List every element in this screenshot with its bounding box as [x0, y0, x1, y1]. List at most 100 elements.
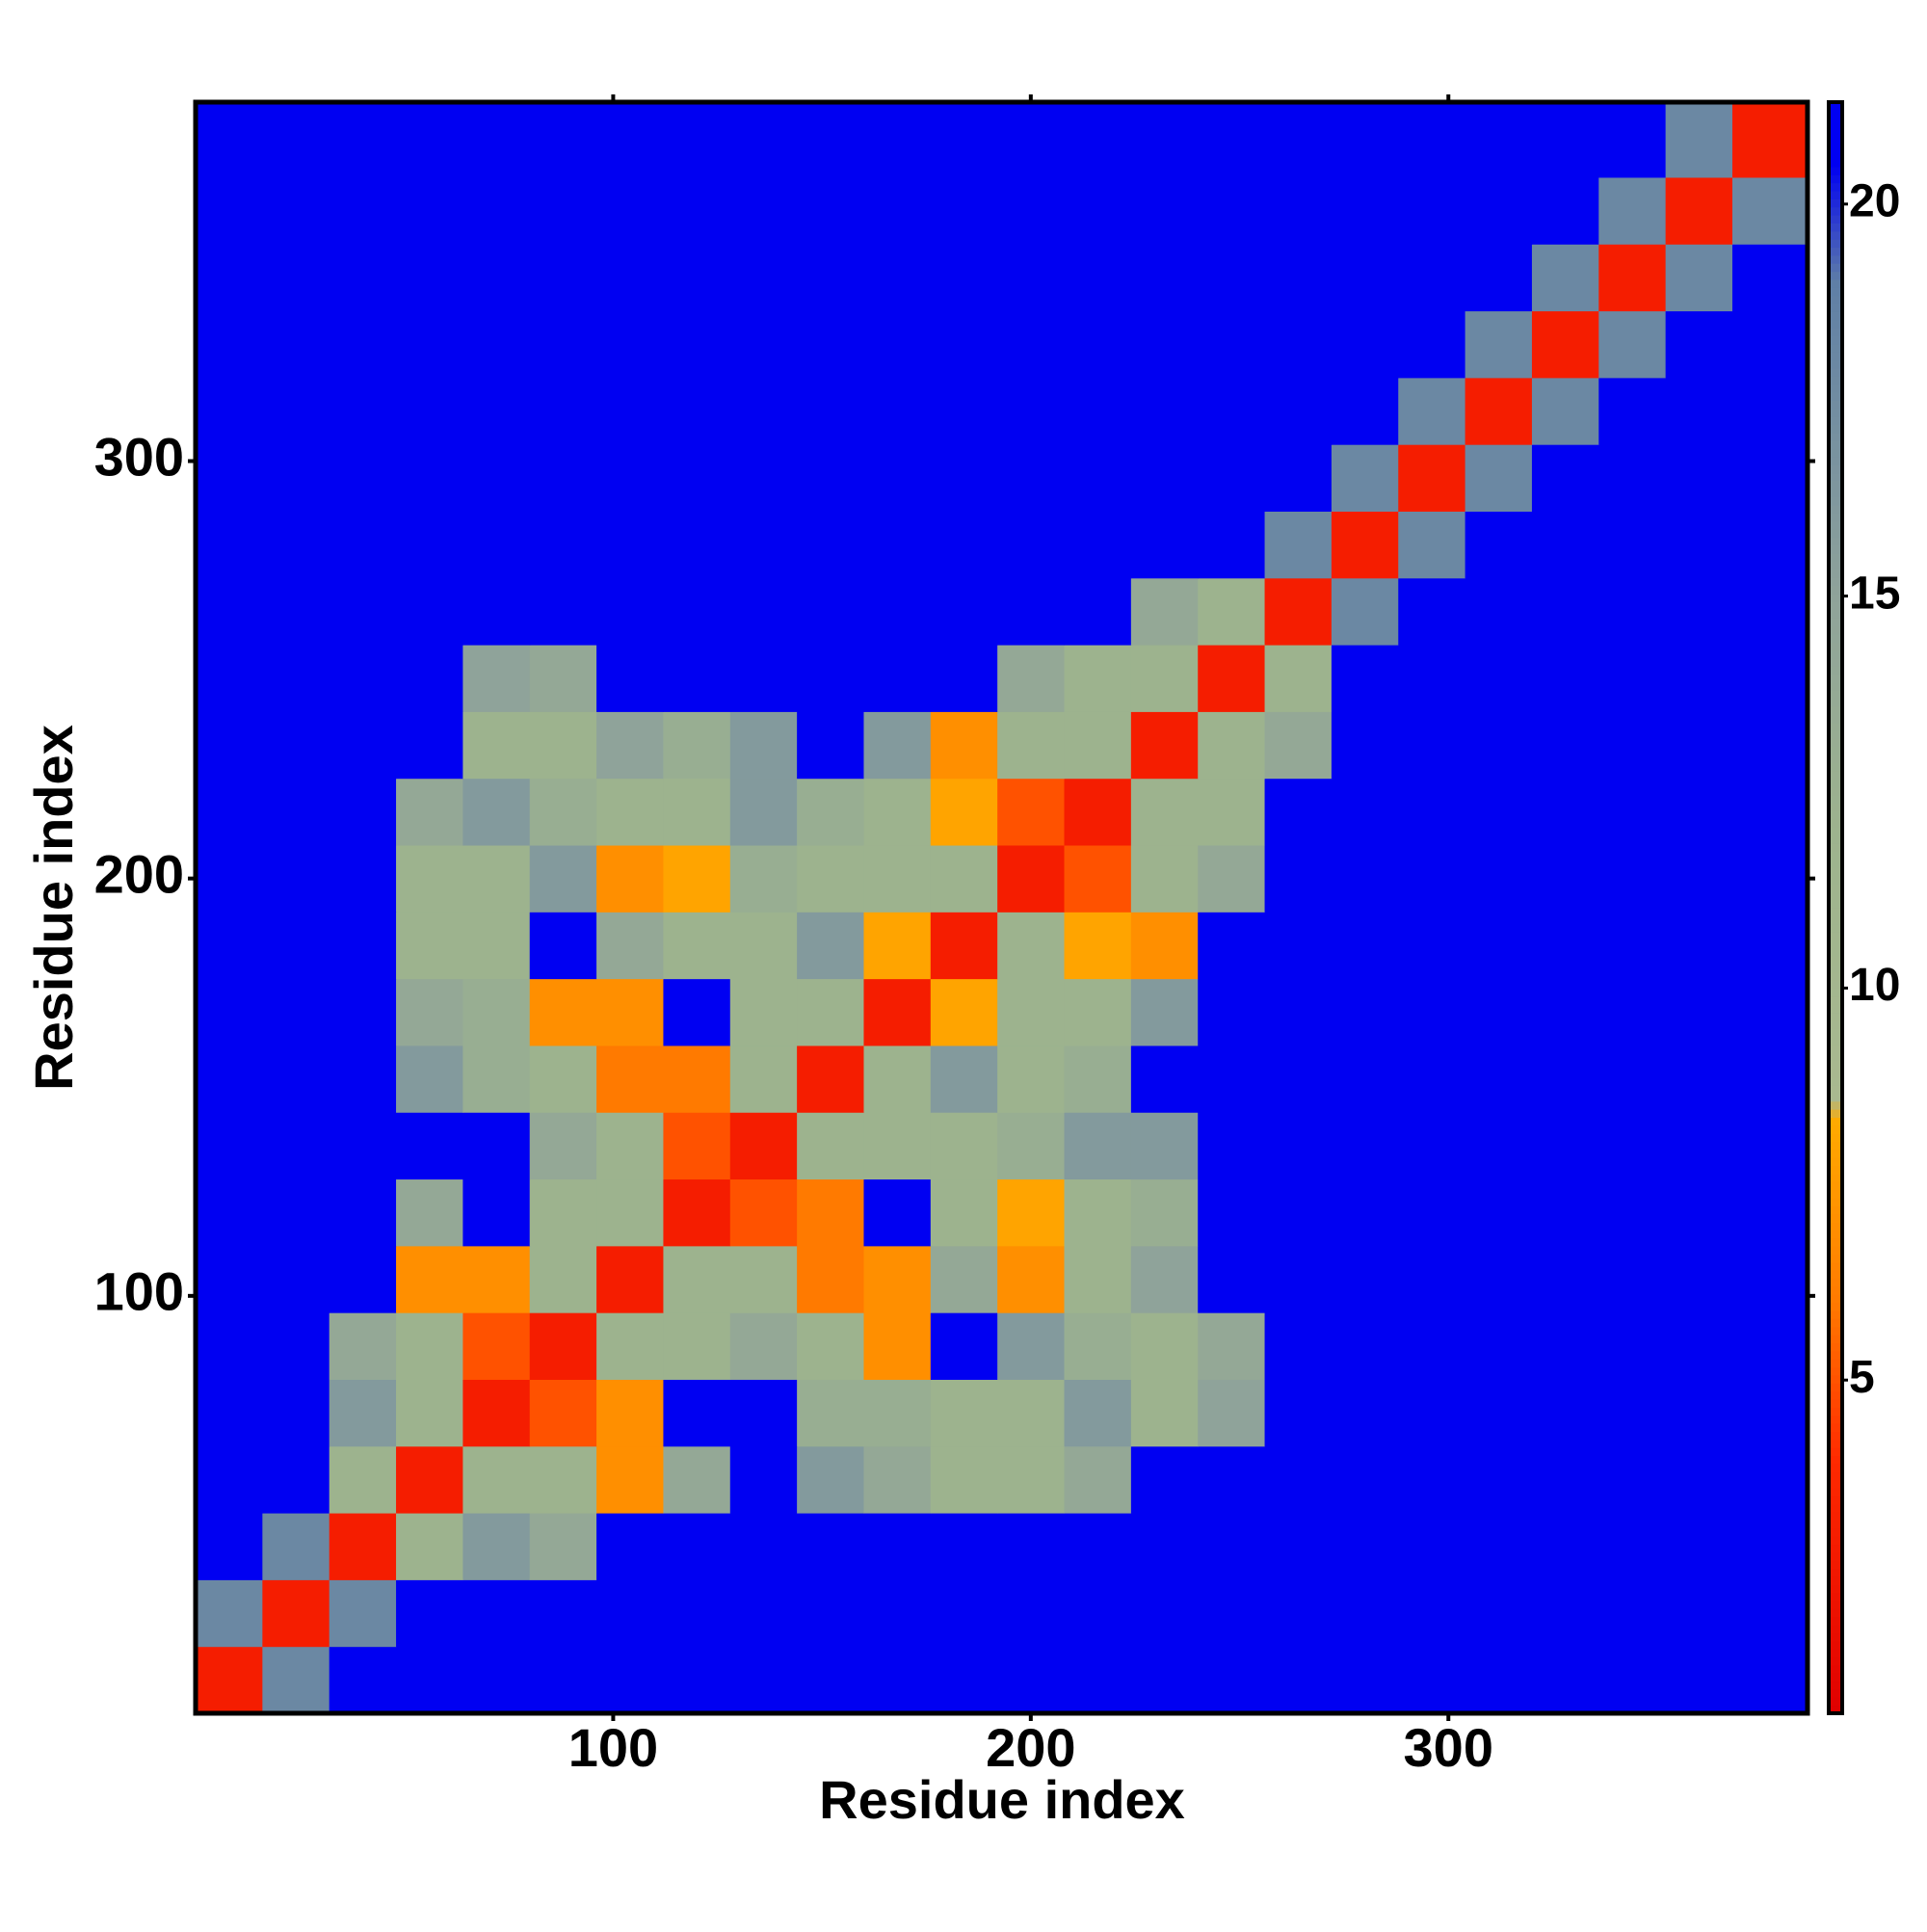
heatmap-cell: [262, 978, 330, 1046]
heatmap-cell: [1398, 1445, 1466, 1514]
heatmap-cell: [529, 176, 597, 245]
heatmap-cell: [596, 310, 664, 379]
colorbar-segment: [1829, 1495, 1842, 1505]
heatmap-cell: [729, 577, 798, 646]
heatmap-cell: [997, 778, 1066, 846]
heatmap-cell: [262, 778, 330, 846]
heatmap-cell: [1331, 711, 1399, 780]
colorbar-segment: [1829, 102, 1842, 111]
heatmap-cell: [1331, 645, 1399, 712]
colorbar-segment: [1829, 1109, 1842, 1118]
heatmap-cell: [396, 845, 463, 913]
heatmap-cell: [1331, 1379, 1399, 1447]
colorbar-segment: [1829, 1455, 1842, 1465]
heatmap-cell: [930, 102, 998, 178]
heatmap-cell: [1398, 1112, 1466, 1180]
heatmap-cell: [1130, 577, 1199, 646]
heatmap-cell: [1531, 912, 1599, 980]
heatmap-cell: [1130, 1445, 1199, 1514]
heatmap-cell: [529, 1045, 597, 1113]
colorbar-segment: [1829, 142, 1842, 151]
heatmap-cell: [596, 1178, 664, 1247]
heatmap-cell: [1264, 1312, 1333, 1380]
heatmap-cell: [729, 377, 798, 445]
heatmap-cell: [1064, 1579, 1132, 1648]
colorbar-tick-label: 10: [1849, 960, 1900, 1011]
heatmap-cell: [596, 1045, 664, 1113]
colorbar-segment: [1829, 843, 1842, 853]
heatmap-cell: [1665, 711, 1733, 780]
colorbar-frame: [1827, 100, 1844, 1715]
heatmap-cell: [329, 511, 397, 579]
colorbar-segment: [1829, 908, 1842, 916]
heatmap-cell: [1665, 176, 1733, 245]
heatmap-cell: [329, 845, 397, 913]
heatmap-cell: [1531, 1112, 1599, 1180]
heatmap-cell: [1264, 102, 1333, 178]
heatmap-cell: [462, 978, 531, 1046]
heatmap-cell: [1731, 1112, 1808, 1180]
heatmap-cell: [1398, 912, 1466, 980]
heatmap-cell: [1465, 778, 1533, 846]
colorbar-segment: [1829, 1520, 1842, 1529]
colorbar-segment: [1829, 1060, 1842, 1070]
heatmap-cell: [1264, 1646, 1333, 1714]
colorbar-segment: [1829, 1673, 1842, 1682]
heatmap-cell: [329, 711, 397, 780]
heatmap-cell: [997, 1445, 1066, 1514]
colorbar-segment: [1829, 569, 1842, 578]
colorbar-segment: [1829, 666, 1842, 675]
colorbar-segment: [1829, 1100, 1842, 1110]
colorbar-segment: [1829, 915, 1842, 925]
heatmap-cell: [462, 845, 531, 913]
heatmap-cell: [396, 577, 463, 646]
heatmap-cell: [262, 244, 330, 312]
colorbar-segment: [1829, 690, 1842, 700]
heatmap-cell: [396, 1579, 463, 1648]
colorbar-segment: [1829, 384, 1842, 393]
colorbar-segment: [1829, 1551, 1842, 1561]
heatmap-cell: [729, 444, 798, 512]
plot-frame: [193, 99, 1810, 1716]
heatmap-cell: [1264, 176, 1333, 245]
heatmap-cell: [396, 377, 463, 445]
colorbar-segment: [1829, 489, 1842, 498]
heatmap-cell: [596, 1312, 664, 1380]
heatmap-cell: [863, 1178, 932, 1247]
colorbar-segment: [1829, 553, 1842, 563]
heatmap-cell: [396, 1045, 463, 1113]
heatmap-cell: [1731, 645, 1808, 712]
heatmap-cell: [396, 1379, 463, 1447]
heatmap-cell: [1598, 1579, 1667, 1648]
heatmap-cell: [1264, 1112, 1333, 1180]
heatmap-cell: [396, 244, 463, 312]
x-tick-label: 100: [568, 1717, 658, 1778]
heatmap-cell: [1531, 176, 1599, 245]
heatmap-cell: [1264, 645, 1333, 712]
heatmap-cell: [1331, 1513, 1399, 1580]
heatmap-cell: [1130, 1112, 1199, 1180]
heatmap-cell: [1130, 377, 1199, 445]
heatmap-cell: [1198, 1379, 1266, 1447]
heatmap-cell: [262, 444, 330, 512]
colorbar-segment: [1829, 223, 1842, 232]
colorbar-segment: [1829, 1390, 1842, 1400]
heatmap-cell: [663, 244, 731, 312]
heatmap-cell: [797, 645, 864, 712]
colorbar-segment: [1829, 416, 1842, 425]
heatmap-cell: [1130, 645, 1199, 712]
heatmap-cell: [1064, 444, 1132, 512]
colorbar-segment: [1829, 932, 1842, 941]
heatmap-cell: [997, 577, 1066, 646]
heatmap-cell: [462, 1513, 531, 1580]
heatmap-cell: [1064, 1045, 1132, 1113]
heatmap-cell: [1465, 1579, 1533, 1648]
heatmap-cell: [997, 711, 1066, 780]
heatmap-cell: [729, 1312, 798, 1380]
heatmap-cell: [997, 310, 1066, 379]
heatmap-cell: [1665, 444, 1733, 512]
heatmap-cell: [1465, 1646, 1533, 1714]
heatmap-cell: [329, 912, 397, 980]
heatmap-cell: [1331, 778, 1399, 846]
heatmap-cell: [1465, 310, 1533, 379]
